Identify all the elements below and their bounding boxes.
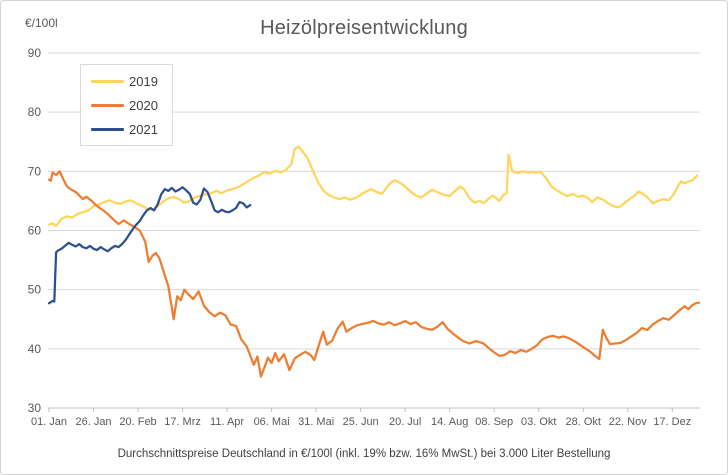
x-tick-label: 22. Nov (609, 416, 647, 428)
x-tick-label: 14. Aug (431, 416, 468, 428)
y-axis-unit-label: €/100l (25, 16, 58, 30)
series-line-2020 (47, 170, 701, 378)
legend-line-swatch (91, 127, 124, 131)
y-tick-label: 40 (28, 342, 42, 356)
x-tick-label: 03. Okt (521, 416, 556, 428)
x-tick-label: 25. Jun (343, 416, 379, 428)
x-tick-label: 06. Mai (254, 416, 290, 428)
x-tick-label: 20. Feb (119, 416, 156, 428)
legend-line-swatch (91, 79, 124, 83)
y-tick-label: 60 (28, 224, 42, 238)
y-tick-label: 70 (28, 164, 42, 178)
legend-entry-2019: 2019 (91, 69, 158, 93)
x-tick-label: 08. Sep (475, 416, 513, 428)
legend-entry-2020: 2020 (91, 93, 158, 117)
series-line-2021 (47, 186, 252, 305)
legend-label: 2019 (129, 73, 158, 89)
x-tick-label: 11. Apr (210, 416, 244, 428)
x-tick-label: 31. Mai (298, 416, 334, 428)
legend-line-swatch (91, 103, 124, 107)
y-tick-label: 90 (28, 46, 42, 60)
x-tick-label: 17. Dez (653, 416, 691, 428)
y-tick-label: 50 (28, 283, 42, 297)
x-tick-label: 20. Jul (389, 416, 421, 428)
x-tick-label: 01. Jan (31, 416, 67, 428)
legend-entry-2021: 2021 (91, 117, 158, 141)
chart-title: Heizölpreisentwicklung (260, 17, 468, 39)
x-tick-label: 26. Jan (75, 416, 111, 428)
legend-label: 2020 (129, 97, 158, 113)
chart-footnote: Durchschnittspreise Deutschland in €/100… (117, 448, 611, 460)
legend: 2019 2020 2021 (80, 64, 173, 146)
x-tick-label: 17. Mrz (164, 416, 201, 428)
series-line-2019 (47, 145, 699, 227)
legend-label: 2021 (129, 121, 158, 137)
y-tick-label: 80 (28, 105, 42, 119)
x-tick-label: 28. Okt (566, 416, 601, 428)
y-tick-label: 30 (28, 401, 42, 415)
